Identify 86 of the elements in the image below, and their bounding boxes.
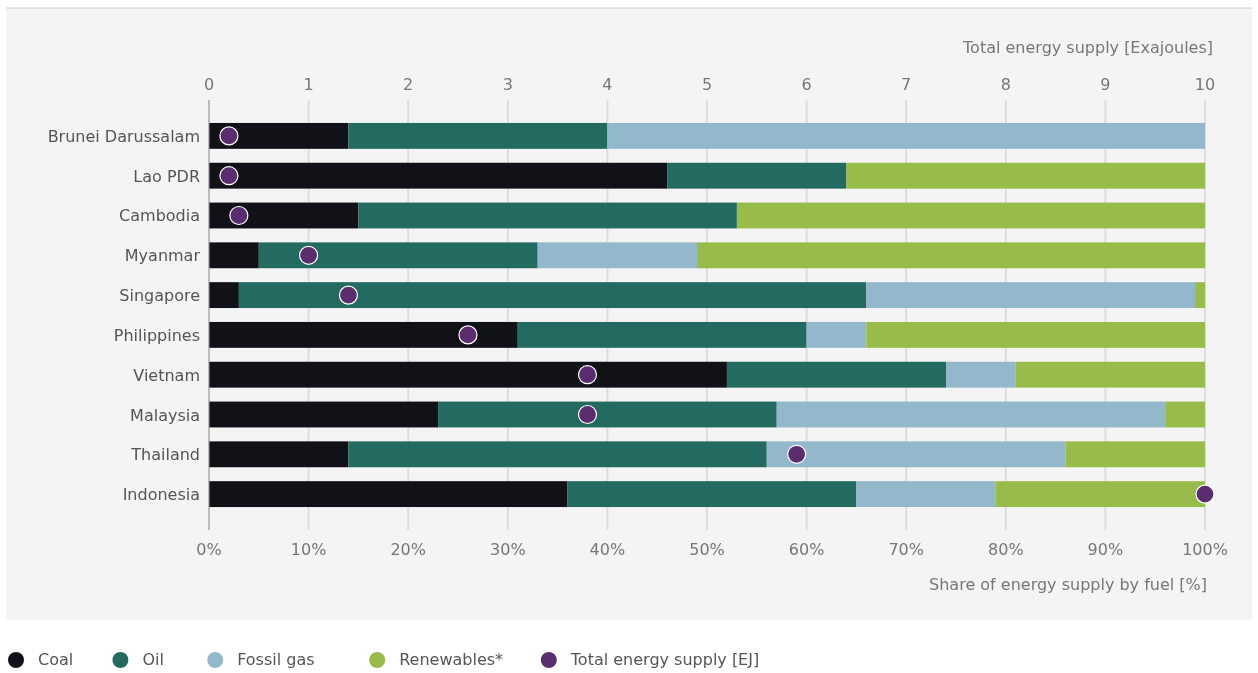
legend-label: Fossil gas — [237, 650, 315, 669]
y-tick-label: Lao PDR — [133, 166, 200, 186]
bar — [1065, 441, 1205, 468]
bar — [776, 401, 1166, 428]
x2-tick-label: 3 — [502, 75, 513, 94]
x-tick-label: 20% — [390, 540, 426, 559]
bar — [567, 481, 857, 508]
x-tick-label: 30% — [490, 540, 526, 559]
bar — [1165, 401, 1205, 428]
bar — [537, 242, 698, 269]
y-tick-label: Brunei Darussalam — [47, 126, 200, 146]
x-tick-label: 90% — [1087, 540, 1124, 559]
point — [299, 245, 319, 265]
bar — [209, 321, 518, 348]
x-tick-label: 70% — [888, 540, 924, 559]
x2-tick-label: 0 — [203, 75, 215, 94]
legend-label: Renewables* — [399, 650, 504, 669]
point — [1195, 484, 1215, 504]
bar — [995, 481, 1205, 508]
bar — [209, 242, 259, 269]
bar — [1195, 282, 1205, 309]
bar — [736, 202, 1205, 229]
x2-tick-label: 4 — [602, 75, 613, 94]
bar — [1015, 361, 1205, 388]
bar — [697, 242, 1205, 269]
bar — [806, 321, 867, 348]
bar — [846, 162, 1205, 189]
bar — [238, 282, 867, 309]
y-tick-label: Cambodia — [119, 206, 200, 226]
x-tick-label: 50% — [689, 540, 725, 559]
bar — [209, 481, 568, 508]
bar — [209, 282, 239, 309]
y-tick-label: Indonesia — [122, 485, 200, 505]
bar — [866, 321, 1205, 348]
x2-tick-label: 10 — [1194, 75, 1216, 94]
x-axis-title: Share of energy supply by fuel [%] — [929, 575, 1207, 594]
y-tick-label: Thailand — [130, 445, 200, 465]
y-tick-label: Vietnam — [133, 365, 200, 385]
bar — [866, 282, 1196, 309]
x-tick-label: 0% — [196, 540, 222, 559]
bar — [209, 361, 727, 388]
bar — [766, 441, 1066, 468]
point — [219, 126, 239, 146]
x-tick-label: 100% — [1182, 540, 1228, 559]
bar — [209, 122, 349, 149]
legend-label: Total energy supply [EJ] — [569, 650, 760, 669]
point — [229, 205, 249, 226]
bar — [209, 441, 349, 468]
bar — [258, 242, 538, 269]
y-tick-label: Philippines — [113, 325, 200, 345]
x2-tick-label: 5 — [701, 75, 713, 94]
x2-tick-label: 7 — [901, 75, 912, 94]
x2-tick-label: 6 — [801, 75, 812, 94]
legend-label: Coal — [38, 650, 74, 669]
bar — [726, 361, 947, 388]
bar — [856, 481, 996, 508]
point — [787, 444, 807, 464]
x2-tick-label: 9 — [1100, 75, 1111, 94]
point — [577, 365, 598, 385]
x-tick-label: 80% — [988, 540, 1024, 559]
point — [219, 166, 239, 186]
bar — [358, 202, 737, 229]
bar — [607, 122, 1205, 149]
point — [338, 285, 359, 305]
point — [577, 404, 598, 425]
bar — [517, 321, 807, 348]
y-tick-label: Malaysia — [130, 405, 200, 425]
x2-tick-label: 1 — [303, 75, 314, 94]
x-tick-label: 10% — [290, 540, 327, 559]
bar — [209, 401, 439, 428]
bar — [209, 202, 359, 229]
bar — [209, 162, 668, 189]
x2-axis-title: Total energy supply [Exajoules] — [962, 38, 1213, 57]
bar — [348, 441, 767, 468]
bar — [348, 122, 608, 149]
point — [458, 325, 478, 345]
y-tick-label: Myanmar — [124, 246, 201, 266]
bar — [438, 401, 777, 428]
x2-tick-label: 2 — [403, 75, 414, 94]
bar — [946, 361, 1016, 388]
y-tick-label: Singapore — [119, 286, 200, 306]
bar — [667, 162, 847, 189]
legend-label: Oil — [142, 650, 164, 669]
x2-tick-label: 8 — [1000, 75, 1011, 94]
x-tick-label: 40% — [589, 540, 626, 559]
x-tick-label: 60% — [788, 540, 825, 559]
